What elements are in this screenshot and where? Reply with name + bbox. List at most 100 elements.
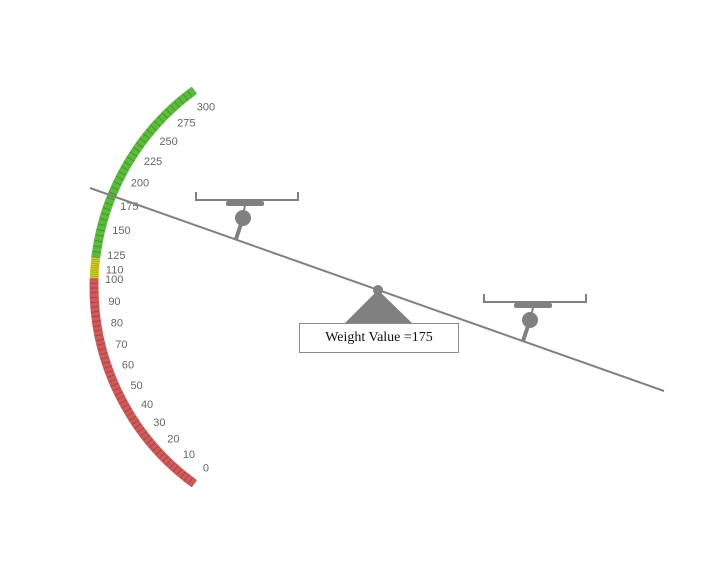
gauge-tick-label: 70 [115, 339, 127, 351]
gauge-ticks [90, 86, 197, 488]
gauge-minor-tick [100, 356, 109, 360]
gauge-minor-tick [152, 445, 159, 452]
gauge-minor-tick [182, 93, 189, 101]
gauge-minor-tick [90, 269, 99, 271]
gauge-minor-tick [115, 176, 124, 181]
gauge-tick-label: 90 [108, 296, 120, 308]
red-band [89, 278, 197, 488]
gauge-minor-tick [93, 324, 102, 327]
weight-value-readout: Weight Value = 175 [299, 323, 459, 353]
gauge-minor-tick [99, 217, 108, 222]
gauge-tick-label: 110 [106, 265, 124, 277]
gauge-minor-tick [90, 301, 99, 304]
gauge-minor-tick [176, 468, 183, 476]
gauge-tick-label: 20 [167, 434, 179, 446]
gauge-minor-tick [139, 431, 147, 437]
gauge-minor-tick [90, 267, 99, 269]
gauge-minor-tick [105, 369, 114, 374]
gauge-minor-tick [126, 411, 134, 417]
gauge-minor-tick [102, 207, 111, 211]
gauge-minor-tick [95, 338, 104, 342]
gauge-minor-tick [101, 212, 110, 216]
gauge-arc [89, 86, 197, 488]
gauge-minor-tick [94, 333, 103, 337]
gauge-minor-tick [98, 347, 107, 351]
gauge-minor-tick [114, 391, 123, 396]
gauge-minor-tick [137, 427, 145, 433]
left-pan [195, 192, 299, 240]
gauge-minor-tick [123, 407, 132, 413]
gauge-minor-tick [112, 387, 121, 392]
gauge-minor-tick [102, 361, 111, 365]
gauge-minor-tick [108, 378, 117, 383]
gauge-minor-tick [91, 310, 100, 313]
left-pan-bar [226, 201, 264, 206]
gauge-minor-tick [110, 382, 119, 387]
weight-value-number: 175 [411, 330, 433, 345]
gauge-minor-tick [111, 186, 119, 191]
gauge-minor-tick [94, 239, 103, 243]
gauge-tick-label: 60 [122, 360, 134, 372]
gauge-minor-tick [191, 86, 197, 94]
gauge-minor-tick [162, 455, 169, 463]
gauge-tick-label: 80 [111, 318, 123, 330]
gauge-minor-tick [132, 146, 141, 153]
gauge-tick-labels: 0102030405060708090100110125150175200225… [105, 102, 215, 475]
gauge-minor-tick [92, 320, 101, 323]
gauge-tick-label: 0 [203, 462, 209, 474]
gauge-minor-tick [95, 234, 104, 237]
gauge-minor-tick [106, 196, 115, 201]
gauge-minor-tick [183, 474, 190, 482]
gauge-minor-tick [91, 258, 100, 261]
gauge-minor-tick [134, 423, 142, 429]
right-pan-post [521, 325, 530, 342]
gauge-minor-tick [93, 329, 102, 332]
gauge-minor-tick [169, 104, 176, 112]
gauge-tick-label: 10 [183, 449, 195, 461]
gauge-minor-tick [136, 142, 144, 148]
gauge-minor-tick [119, 399, 127, 405]
gauge-minor-tick [103, 365, 112, 370]
gauge-minor-tick [186, 90, 193, 98]
gauge-minor-tick [146, 129, 154, 135]
gauge-minor-tick [128, 415, 137, 421]
gauge-tick-label: 125 [107, 250, 125, 262]
gauge-minor-tick [93, 245, 102, 248]
weight-value-label: Weight Value = [325, 330, 412, 345]
gauge-minor-tick [91, 260, 100, 263]
left-pan-tray [195, 192, 299, 201]
fulcrum [344, 290, 413, 324]
gauge-minor-tick [153, 120, 161, 127]
gauge-minor-tick [91, 262, 100, 265]
gauge-minor-tick [149, 442, 156, 448]
gauge-minor-tick [91, 315, 100, 318]
gauge-minor-tick [96, 228, 105, 232]
gauge-minor-tick [104, 201, 113, 206]
gauge-minor-tick [173, 100, 180, 108]
right-pan-bar [514, 303, 552, 308]
gauge-minor-tick [131, 419, 139, 425]
gauge-tick-label: 40 [141, 399, 153, 411]
gauge-minor-tick [150, 124, 157, 131]
gauge-minor-tick [129, 151, 138, 157]
gauge-tick-label: 250 [159, 136, 177, 148]
gauge-minor-tick [99, 352, 108, 356]
gauge-minor-tick [139, 137, 147, 144]
gauge-minor-tick [121, 166, 129, 171]
gauge-minor-tick [98, 223, 107, 227]
gauge-minor-tick [145, 438, 153, 445]
gauge-tick-label: 30 [153, 417, 165, 429]
gauge-minor-tick [158, 452, 166, 459]
gauge-minor-tick [142, 133, 150, 140]
gauge-minor-tick [116, 395, 125, 401]
gauge-minor-tick [157, 116, 165, 123]
gauge-minor-tick [126, 156, 135, 162]
gauge-minor-tick [118, 171, 126, 176]
gauge-tick-label: 275 [177, 118, 195, 130]
gauge-minor-tick [178, 97, 185, 105]
gauge-minor-tick [172, 465, 179, 473]
right-pan-tray [483, 294, 587, 303]
yellow-band [89, 256, 101, 279]
gauge-tick-label: 200 [131, 178, 149, 190]
gauge-minor-tick [108, 191, 117, 196]
